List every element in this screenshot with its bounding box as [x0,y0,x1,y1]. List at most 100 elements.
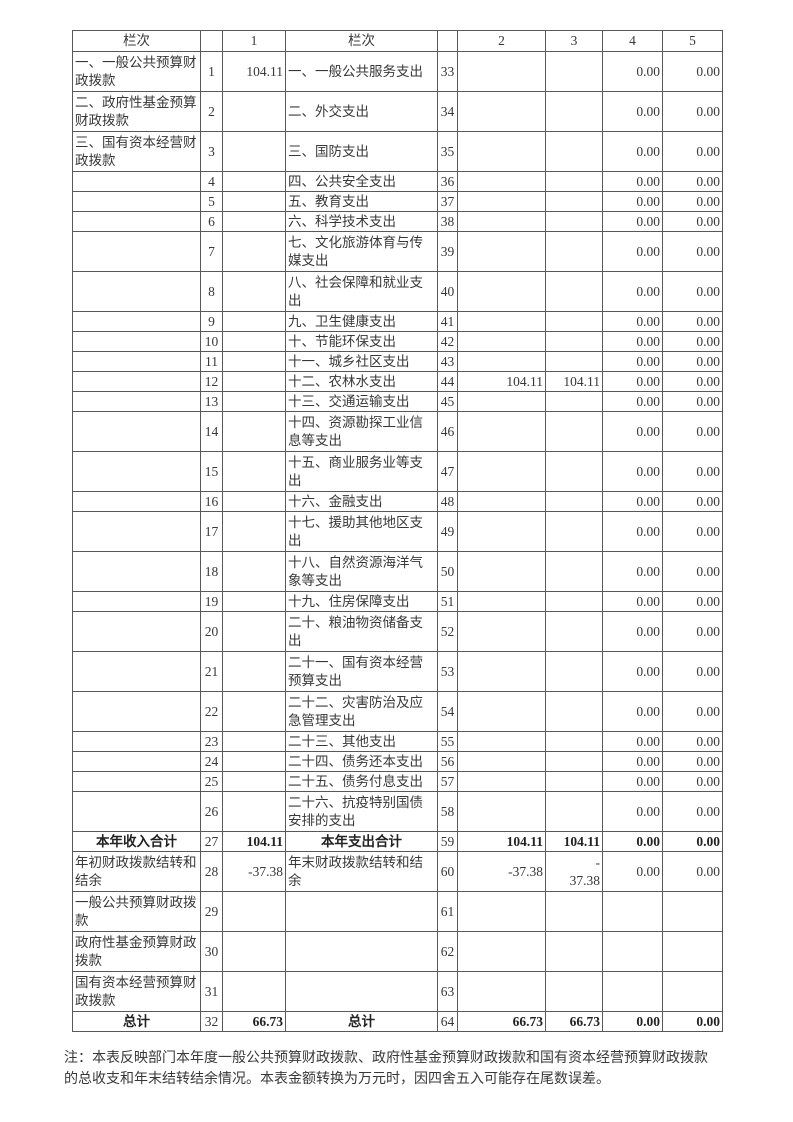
expense-amount-col4: 0.00 [602,651,663,692]
header-col-3: 3 [545,30,603,52]
expense-amount-col2 [457,511,546,552]
expense-amount-col3 [545,491,603,512]
table-row: 9 九、卫生健康支出 41 0.00 0.00 [72,311,723,332]
income-item-label [72,231,201,272]
table-row: 20 二十、粮油物资储备支出 52 0.00 0.00 [72,611,723,652]
income-row-number: 5 [200,191,223,212]
expense-amount-col3 [545,451,603,492]
expense-amount-col5: 0.00 [662,171,723,192]
expense-amount-col4: 0.00 [602,351,663,372]
income-amount-col1 [222,371,286,392]
expense-amount-col3 [545,971,603,1012]
income-row-number: 29 [200,891,223,932]
income-amount-col1 [222,191,286,212]
income-amount-col1 [222,491,286,512]
income-amount-col1 [222,691,286,732]
table-row: 5 五、教育支出 37 0.00 0.00 [72,191,723,212]
income-row-number: 27 [200,831,223,852]
header-col-4: 4 [602,30,663,52]
expense-amount-col5: 0.00 [662,551,723,592]
expense-amount-col4: 0.00 [602,491,663,512]
expense-item-label: 六、科学技术支出 [285,211,438,232]
expense-amount-col5 [662,891,723,932]
table-row: 国有资本经营预算财政拨款 31 63 [72,971,723,1012]
expense-amount-col5: 0.00 [662,351,723,372]
expense-amount-col2: 66.73 [457,1011,546,1032]
expense-amount-col2 [457,131,546,172]
expense-amount-col3 [545,691,603,732]
expense-row-number: 36 [437,171,458,192]
expense-amount-col4: 0.00 [602,611,663,652]
income-amount-col1 [222,971,286,1012]
expense-amount-col5: 0.00 [662,191,723,212]
table-row: 26 二十六、抗疫特别国债安排的支出 58 0.00 0.00 [72,791,723,832]
income-row-number: 15 [200,451,223,492]
table-row: 14 十四、资源勘探工业信息等支出 46 0.00 0.00 [72,411,723,452]
income-amount-col1 [222,931,286,972]
income-amount-col1 [222,791,286,832]
expense-amount-col4: 0.00 [602,791,663,832]
expense-amount-col2 [457,731,546,752]
expense-amount-col3: 104.11 [545,831,603,852]
expense-item-label: 二十二、灾害防治及应急管理支出 [285,691,438,732]
expense-row-number: 50 [437,551,458,592]
income-amount-col1 [222,331,286,352]
income-item-label: 国有资本经营预算财政拨款 [72,971,201,1012]
table-row: 政府性基金预算财政拨款 30 62 [72,931,723,972]
table-row: 一般公共预算财政拨款 29 61 [72,891,723,932]
expense-item-label: 二、外交支出 [285,91,438,132]
income-amount-col1 [222,591,286,612]
income-item-label [72,191,201,212]
expense-amount-col5 [662,931,723,972]
expense-amount-col2 [457,311,546,332]
expense-row-number: 59 [437,831,458,852]
expense-amount-col2 [457,91,546,132]
table-row: 17 十七、援助其他地区支出 49 0.00 0.00 [72,511,723,552]
income-item-label: 政府性基金预算财政拨款 [72,931,201,972]
expense-row-number: 52 [437,611,458,652]
income-item-label [72,771,201,792]
expense-amount-col3 [545,51,603,92]
expense-amount-col3 [545,891,603,932]
expense-amount-col3: 66.73 [545,1011,603,1032]
income-row-number: 1 [200,51,223,92]
expense-row-number: 56 [437,751,458,772]
income-amount-col1 [222,771,286,792]
income-item-label: 三、国有资本经营财政拨款 [72,131,201,172]
table-row: 24 二十四、债务还本支出 56 0.00 0.00 [72,751,723,772]
expense-row-number: 41 [437,311,458,332]
expense-amount-col5: 0.00 [662,51,723,92]
expense-item-label: 十四、资源勘探工业信息等支出 [285,411,438,452]
header-column-label-right: 栏次 [285,30,438,52]
expense-amount-col5: 0.00 [662,211,723,232]
table-row: 二、政府性基金预算财政拨款 2 二、外交支出 34 0.00 0.00 [72,91,723,132]
income-item-label [72,351,201,372]
income-row-number: 24 [200,751,223,772]
table-note: 注：本表反映部门本年度一般公共预算财政拨款、政府性基金预算财政拨款和国有资本经营… [64,1051,708,1087]
expense-item-label: 十七、援助其他地区支出 [285,511,438,552]
income-amount-col1: 104.11 [222,831,286,852]
table-row: 22 二十二、灾害防治及应急管理支出 54 0.00 0.00 [72,691,723,732]
expense-amount-col4: 0.00 [602,771,663,792]
table-row: 13 十三、交通运输支出 45 0.00 0.00 [72,391,723,412]
table-row: 6 六、科学技术支出 38 0.00 0.00 [72,211,723,232]
expense-amount-col4: 0.00 [602,551,663,592]
expense-amount-col4: 0.00 [602,91,663,132]
expense-amount-col4 [602,971,663,1012]
header-col-2: 2 [457,30,546,52]
expense-amount-col2 [457,891,546,932]
income-row-number: 7 [200,231,223,272]
expense-row-number: 55 [437,731,458,752]
income-item-label [72,491,201,512]
income-item-label [72,371,201,392]
expense-row-number: 54 [437,691,458,732]
expense-amount-col3 [545,551,603,592]
expense-amount-col3 [545,751,603,772]
expense-amount-col2 [457,451,546,492]
table-row: 18 十八、自然资源海洋气象等支出 50 0.00 0.00 [72,551,723,592]
expense-amount-col3 [545,331,603,352]
income-amount-col1 [222,211,286,232]
expense-amount-col2 [457,391,546,412]
expense-amount-col4 [602,891,663,932]
expense-amount-col5 [662,971,723,1012]
